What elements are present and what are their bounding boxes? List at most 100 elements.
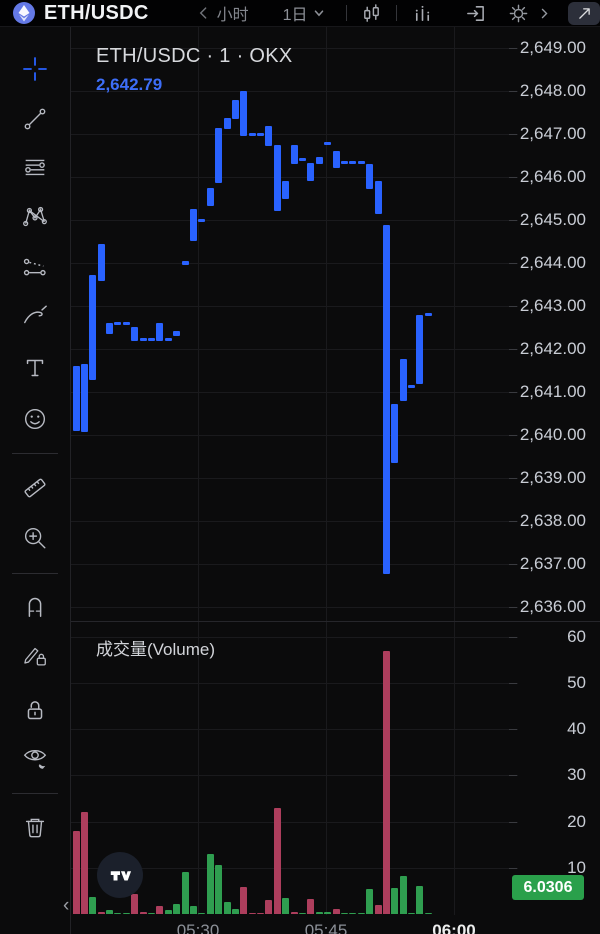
gear-icon[interactable] xyxy=(508,3,529,24)
price-axis-label: 2,637.00 xyxy=(519,554,586,573)
volume-bar xyxy=(131,894,139,914)
price-axis-tick xyxy=(509,306,517,307)
text-icon[interactable] xyxy=(20,353,50,383)
candle-bar xyxy=(408,384,416,388)
volume-axis-tick xyxy=(509,821,517,823)
candle-bar xyxy=(282,180,290,199)
toolbar-collapse-chevron[interactable]: ‹ xyxy=(63,895,70,916)
price-axis-label: 2,636.00 xyxy=(519,597,586,616)
price-axis-label: 2,641.00 xyxy=(519,382,586,401)
arrow-bracket-icon[interactable] xyxy=(465,3,486,24)
volume-bar xyxy=(299,912,307,914)
time-gridline xyxy=(198,27,199,915)
interval-button[interactable]: 1日 xyxy=(282,7,308,24)
candle-bar xyxy=(231,100,239,119)
volume-axis-tick xyxy=(509,729,517,731)
volume-bar xyxy=(97,911,105,914)
lock-icon[interactable] xyxy=(20,696,50,726)
price-axis-label: 2,642.00 xyxy=(519,339,586,358)
toolbar-divider xyxy=(12,453,58,454)
indicators-button[interactable] xyxy=(412,3,433,24)
volume-bar xyxy=(307,898,315,914)
top-toolbar: ETH/USDC 小时 1日 xyxy=(0,0,600,27)
tv-logo-icon xyxy=(110,871,132,881)
crosshair-icon[interactable] xyxy=(20,54,50,84)
volume-bar xyxy=(223,901,231,914)
price-axis-label: 2,640.00 xyxy=(519,425,586,444)
expand-chart-button[interactable] xyxy=(568,1,600,25)
volume-bar xyxy=(231,908,239,914)
horizontal-lines-icon[interactable] xyxy=(20,152,50,182)
chart-legend-title[interactable]: ETH/USDC · 1 · OKX xyxy=(96,45,293,67)
chevron-right-icon[interactable] xyxy=(537,6,552,21)
candle-bar xyxy=(340,160,348,164)
candle-bar xyxy=(374,180,382,214)
candles-style-button[interactable] xyxy=(361,3,382,24)
volume-bar xyxy=(315,912,323,914)
volume-bar xyxy=(114,912,122,914)
candle-bar xyxy=(215,127,223,183)
price-axis-tick xyxy=(509,478,517,479)
price-axis-tick xyxy=(509,263,517,264)
trend-line-icon[interactable] xyxy=(20,104,50,134)
price-axis-tick xyxy=(509,435,517,436)
candle-bar xyxy=(131,327,139,341)
hide-drawings-icon[interactable] xyxy=(20,743,50,773)
chevron-left-icon[interactable] xyxy=(195,4,213,22)
tradingview-logo[interactable] xyxy=(97,852,143,898)
volume-gridline xyxy=(71,636,518,638)
draw-lock-icon[interactable] xyxy=(20,641,50,671)
price-axis-label: 2,644.00 xyxy=(519,253,586,272)
volume-gridline xyxy=(71,775,518,777)
volume-axis-tick xyxy=(509,636,517,638)
eth-logo[interactable] xyxy=(13,2,35,24)
candle-bar xyxy=(324,141,332,145)
magnet-icon[interactable] xyxy=(20,591,50,621)
candle-bar xyxy=(80,364,88,432)
emoji-icon[interactable] xyxy=(20,404,50,434)
volume-bar xyxy=(332,909,340,914)
candle-bar xyxy=(164,338,172,342)
volume-bar xyxy=(357,912,365,914)
time-axis-label: 06:00 xyxy=(432,921,476,934)
ruler-icon[interactable] xyxy=(20,473,50,503)
candle-bar xyxy=(206,188,214,206)
brush-icon[interactable] xyxy=(20,301,50,331)
symbol-title[interactable]: ETH/USDC xyxy=(44,1,149,24)
volume-bar xyxy=(181,871,189,914)
candle-bar xyxy=(248,132,256,136)
price-gridline xyxy=(71,91,518,92)
xabcd-pattern-icon[interactable] xyxy=(20,202,50,232)
zoom-in-icon[interactable] xyxy=(20,523,50,553)
chart-canvas[interactable]: 2,649.00 2,648.00 2,647.00 2,646.00 2,645.00… xyxy=(71,27,600,934)
candle-bar xyxy=(114,322,122,326)
volume-bar xyxy=(265,900,273,914)
delete-icon[interactable] xyxy=(20,813,50,843)
candle-bar xyxy=(290,145,298,165)
drawing-toolbar xyxy=(0,27,71,934)
caret-down-icon[interactable] xyxy=(312,6,326,20)
candle-bar xyxy=(240,91,248,137)
candle-bar xyxy=(332,151,340,168)
price-axis-tick xyxy=(509,91,517,92)
candle-bar xyxy=(273,145,281,211)
time-gridline xyxy=(454,27,455,915)
volume-gridline xyxy=(71,729,518,731)
volume-gridline xyxy=(71,683,518,684)
timeframe-hours-button[interactable]: 小时 xyxy=(216,7,249,24)
volume-bar xyxy=(240,887,248,914)
price-gridline xyxy=(71,349,518,350)
volume-bar xyxy=(282,897,290,914)
forecast-icon[interactable] xyxy=(20,253,50,283)
price-gridline xyxy=(71,521,518,522)
volume-axis-label: 40 xyxy=(567,719,586,739)
volume-bar xyxy=(290,912,298,914)
volume-study-label[interactable]: 成交量(Volume) xyxy=(96,640,216,659)
price-axis-label: 2,648.00 xyxy=(519,81,586,100)
volume-value-badge: 6.0306 xyxy=(512,875,584,900)
volume-bar xyxy=(399,876,407,914)
price-gridline xyxy=(71,564,518,565)
volume-bar xyxy=(366,889,374,914)
volume-bar xyxy=(349,912,357,914)
pane-divider[interactable] xyxy=(71,621,600,622)
